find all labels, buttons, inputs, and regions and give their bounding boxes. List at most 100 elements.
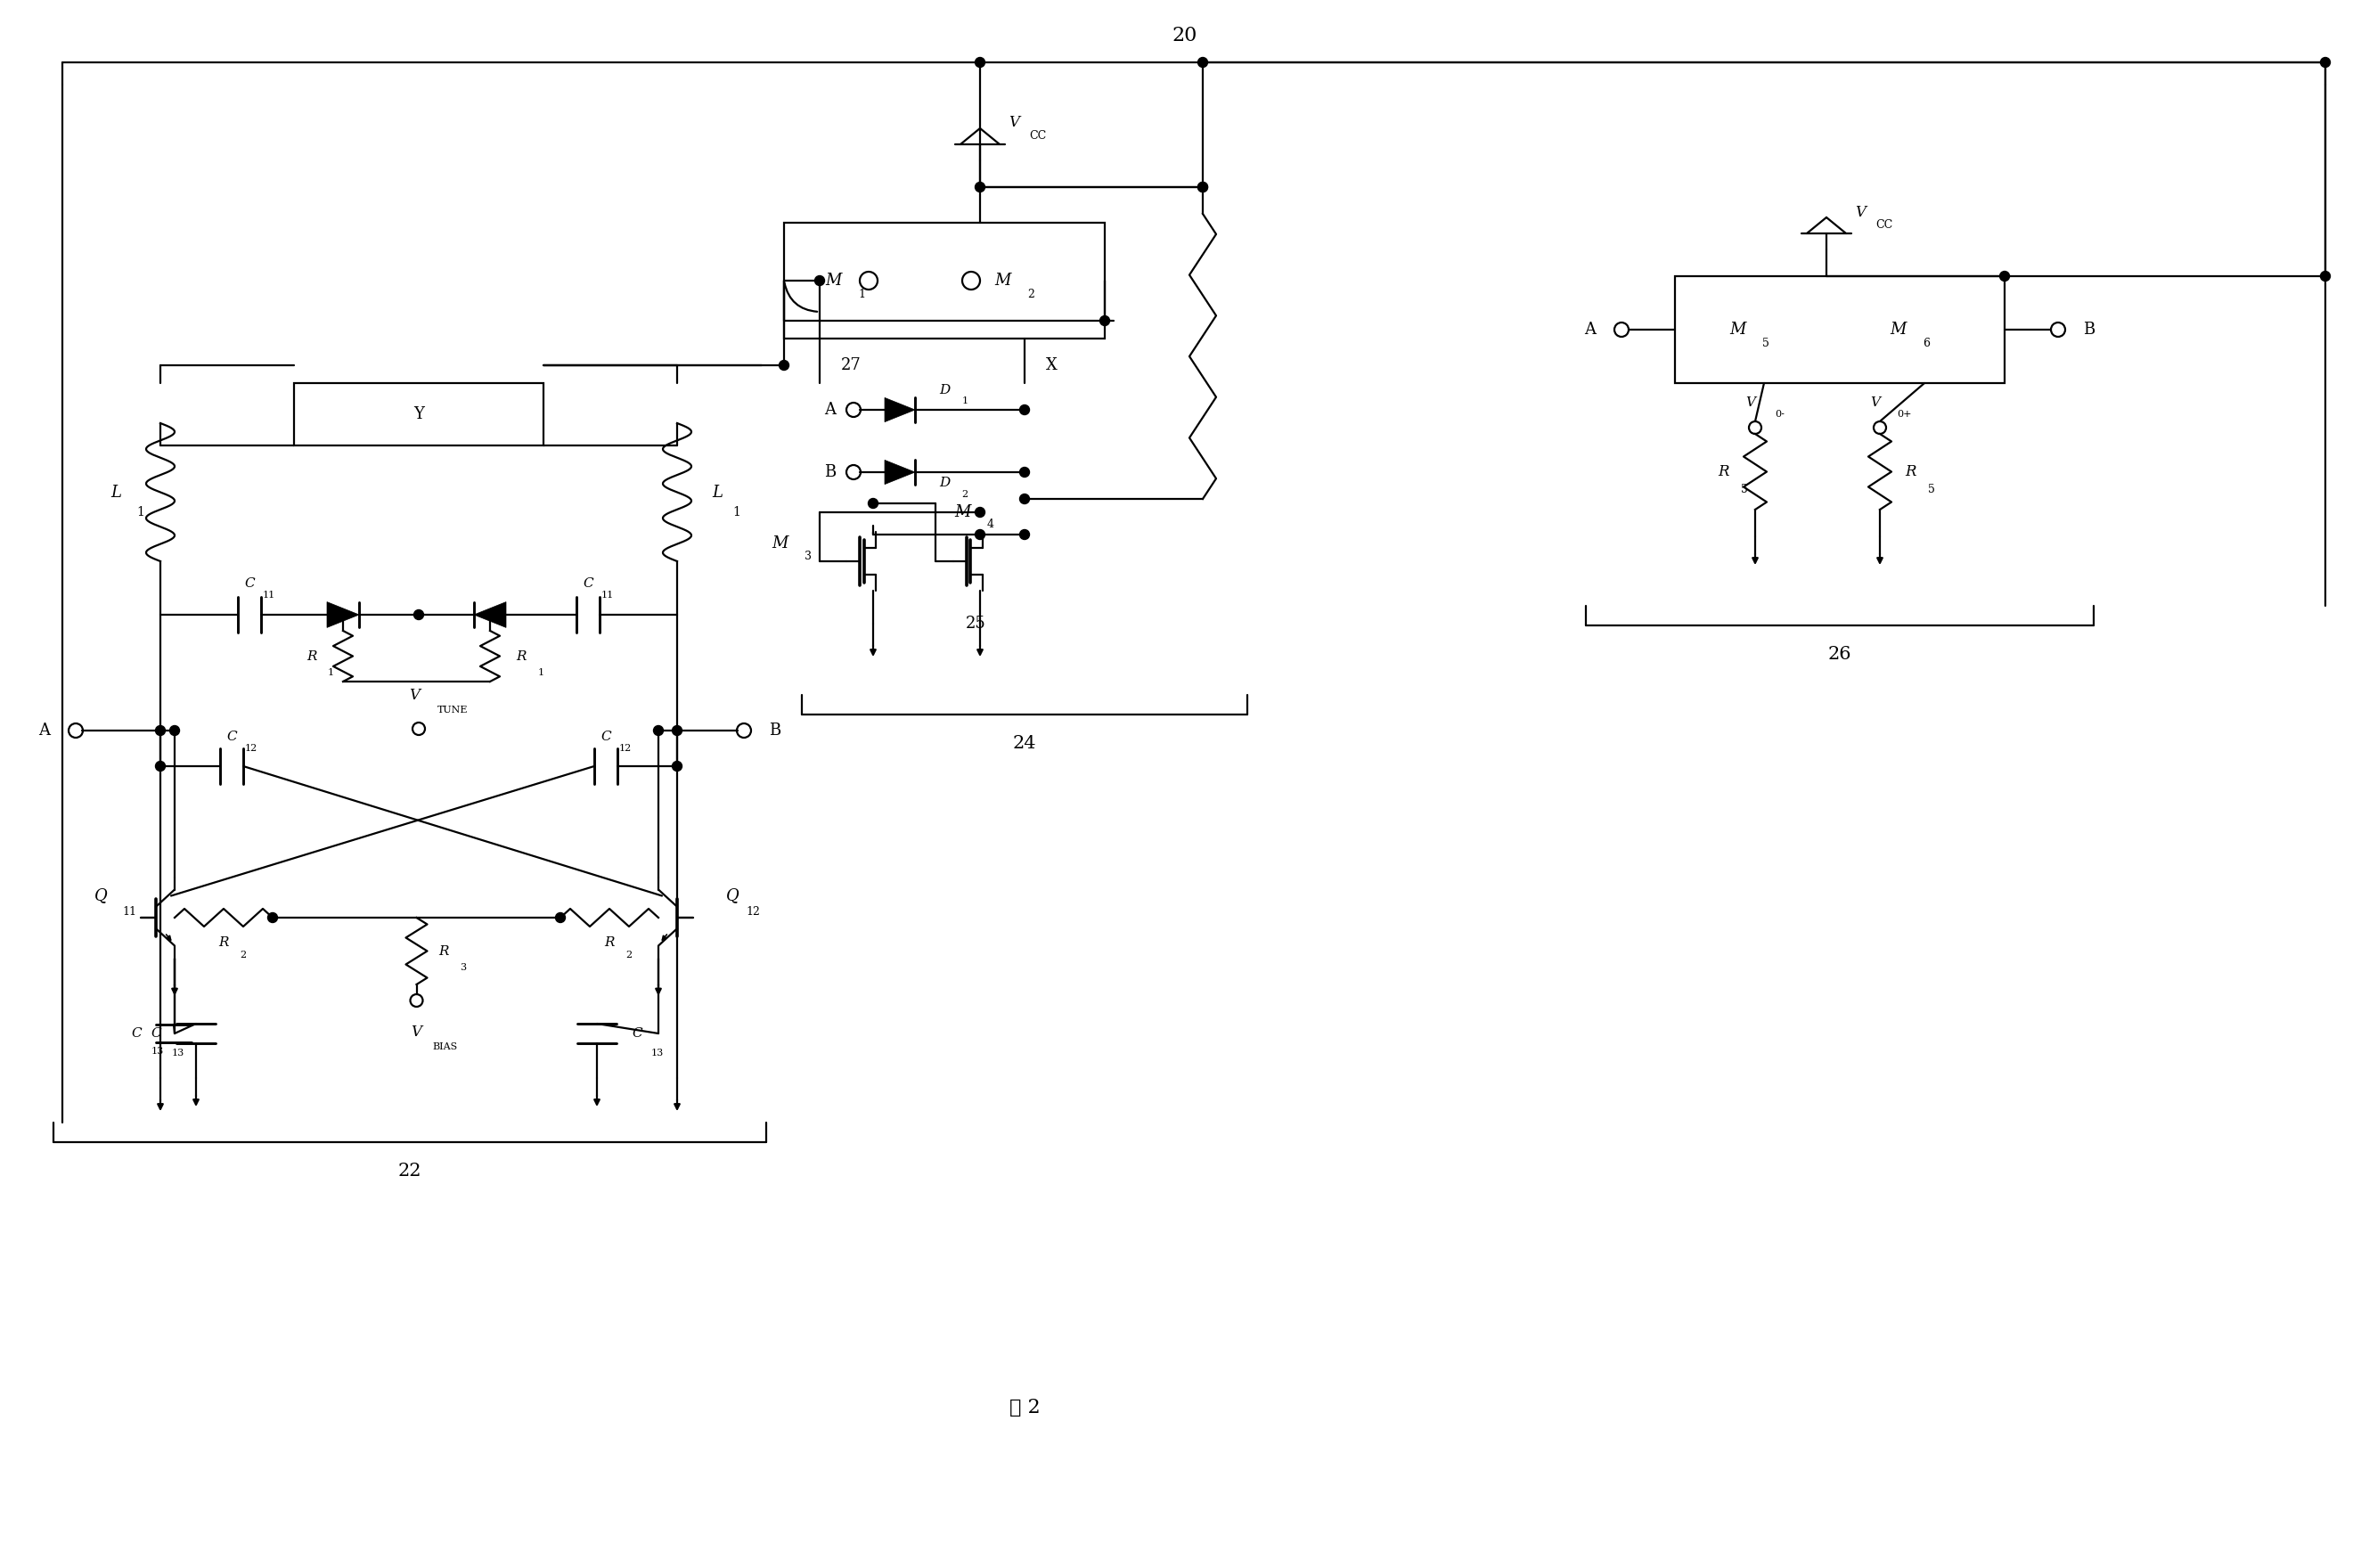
Text: V: V: [412, 1024, 422, 1040]
Circle shape: [1099, 315, 1109, 326]
Text: 24: 24: [1014, 734, 1035, 751]
Text: R: R: [604, 936, 614, 949]
Text: C: C: [152, 1027, 161, 1040]
Circle shape: [815, 276, 824, 285]
Circle shape: [156, 726, 166, 735]
Text: 11: 11: [602, 591, 614, 599]
Text: 4: 4: [988, 517, 995, 530]
Text: Q: Q: [725, 887, 739, 903]
Text: 22: 22: [398, 1162, 422, 1179]
Circle shape: [673, 726, 682, 735]
Text: 1: 1: [732, 505, 741, 517]
Bar: [294, 383, 543, 445]
Circle shape: [1019, 467, 1031, 477]
Circle shape: [1999, 271, 2009, 281]
Text: B: B: [2082, 321, 2094, 337]
Text: V: V: [1009, 116, 1019, 130]
Text: C: C: [583, 577, 592, 590]
Text: 5: 5: [1741, 485, 1748, 495]
Text: C: C: [633, 1027, 642, 1040]
Text: V: V: [1746, 397, 1755, 409]
Text: M: M: [1890, 321, 1907, 337]
Text: C: C: [130, 1027, 142, 1040]
Text: 1: 1: [538, 668, 545, 677]
Circle shape: [976, 530, 986, 539]
Text: 13: 13: [651, 1049, 663, 1057]
Circle shape: [1019, 405, 1031, 414]
Text: 12: 12: [746, 906, 760, 917]
Text: 0+: 0+: [1898, 409, 1912, 419]
Text: BIAS: BIAS: [434, 1043, 457, 1051]
Text: R: R: [306, 649, 317, 662]
Circle shape: [976, 58, 986, 67]
Text: 1: 1: [327, 668, 334, 677]
Text: 1: 1: [858, 289, 865, 299]
Circle shape: [1199, 182, 1208, 191]
Text: 2: 2: [1028, 289, 1035, 299]
Text: 2: 2: [625, 950, 633, 960]
Circle shape: [867, 499, 879, 508]
Polygon shape: [474, 602, 507, 627]
Text: 6: 6: [1924, 337, 1931, 348]
Polygon shape: [884, 398, 914, 422]
Text: C: C: [244, 577, 253, 590]
Text: R: R: [438, 946, 448, 958]
Text: D: D: [938, 477, 950, 489]
Text: B: B: [770, 723, 782, 739]
Text: V: V: [410, 687, 419, 702]
Text: 13: 13: [173, 1049, 185, 1057]
Text: 11: 11: [263, 591, 275, 599]
Text: 12: 12: [244, 743, 258, 753]
Text: 2: 2: [239, 950, 246, 960]
Circle shape: [1199, 182, 1208, 191]
Text: 13: 13: [152, 1047, 163, 1055]
Circle shape: [976, 508, 986, 517]
Text: CC: CC: [1031, 130, 1047, 141]
Circle shape: [976, 182, 986, 191]
Bar: [1675, 276, 2004, 383]
Text: 3: 3: [805, 550, 813, 563]
Text: 1: 1: [137, 505, 145, 517]
Text: 1: 1: [962, 397, 969, 406]
Text: L: L: [711, 485, 723, 500]
Text: R: R: [1718, 464, 1729, 480]
Text: A: A: [38, 723, 50, 739]
Circle shape: [1019, 530, 1031, 539]
Circle shape: [654, 726, 663, 735]
Polygon shape: [327, 602, 360, 627]
Text: L: L: [111, 485, 121, 500]
Circle shape: [554, 913, 566, 922]
Text: 5: 5: [1763, 337, 1770, 348]
Circle shape: [673, 762, 682, 771]
Text: R: R: [218, 936, 230, 949]
Text: 26: 26: [1829, 646, 1853, 662]
Circle shape: [2322, 271, 2331, 281]
Text: V: V: [1872, 397, 1881, 409]
Text: TUNE: TUNE: [438, 706, 469, 715]
Circle shape: [156, 762, 166, 771]
Text: B: B: [824, 464, 836, 480]
Circle shape: [415, 610, 424, 619]
Text: M: M: [995, 273, 1012, 289]
Text: CC: CC: [1876, 218, 1893, 230]
Text: M: M: [772, 535, 789, 552]
Text: 2: 2: [962, 489, 969, 499]
Circle shape: [171, 726, 180, 735]
Text: V: V: [1855, 204, 1867, 220]
Text: M: M: [1729, 321, 1746, 337]
Text: 3: 3: [460, 963, 467, 972]
Text: 11: 11: [123, 906, 137, 917]
Text: R: R: [1905, 464, 1917, 480]
Text: 27: 27: [841, 358, 860, 373]
Text: A: A: [1585, 321, 1597, 337]
Text: 5: 5: [1928, 485, 1935, 495]
Text: 0-: 0-: [1774, 409, 1784, 419]
Text: 12: 12: [618, 743, 633, 753]
Text: R: R: [516, 649, 526, 662]
Text: X: X: [1045, 358, 1057, 373]
Text: 25: 25: [967, 616, 986, 632]
Text: 图 2: 图 2: [1009, 1397, 1040, 1417]
Text: 20: 20: [1173, 25, 1199, 45]
Polygon shape: [884, 459, 914, 485]
Text: M: M: [955, 505, 971, 521]
